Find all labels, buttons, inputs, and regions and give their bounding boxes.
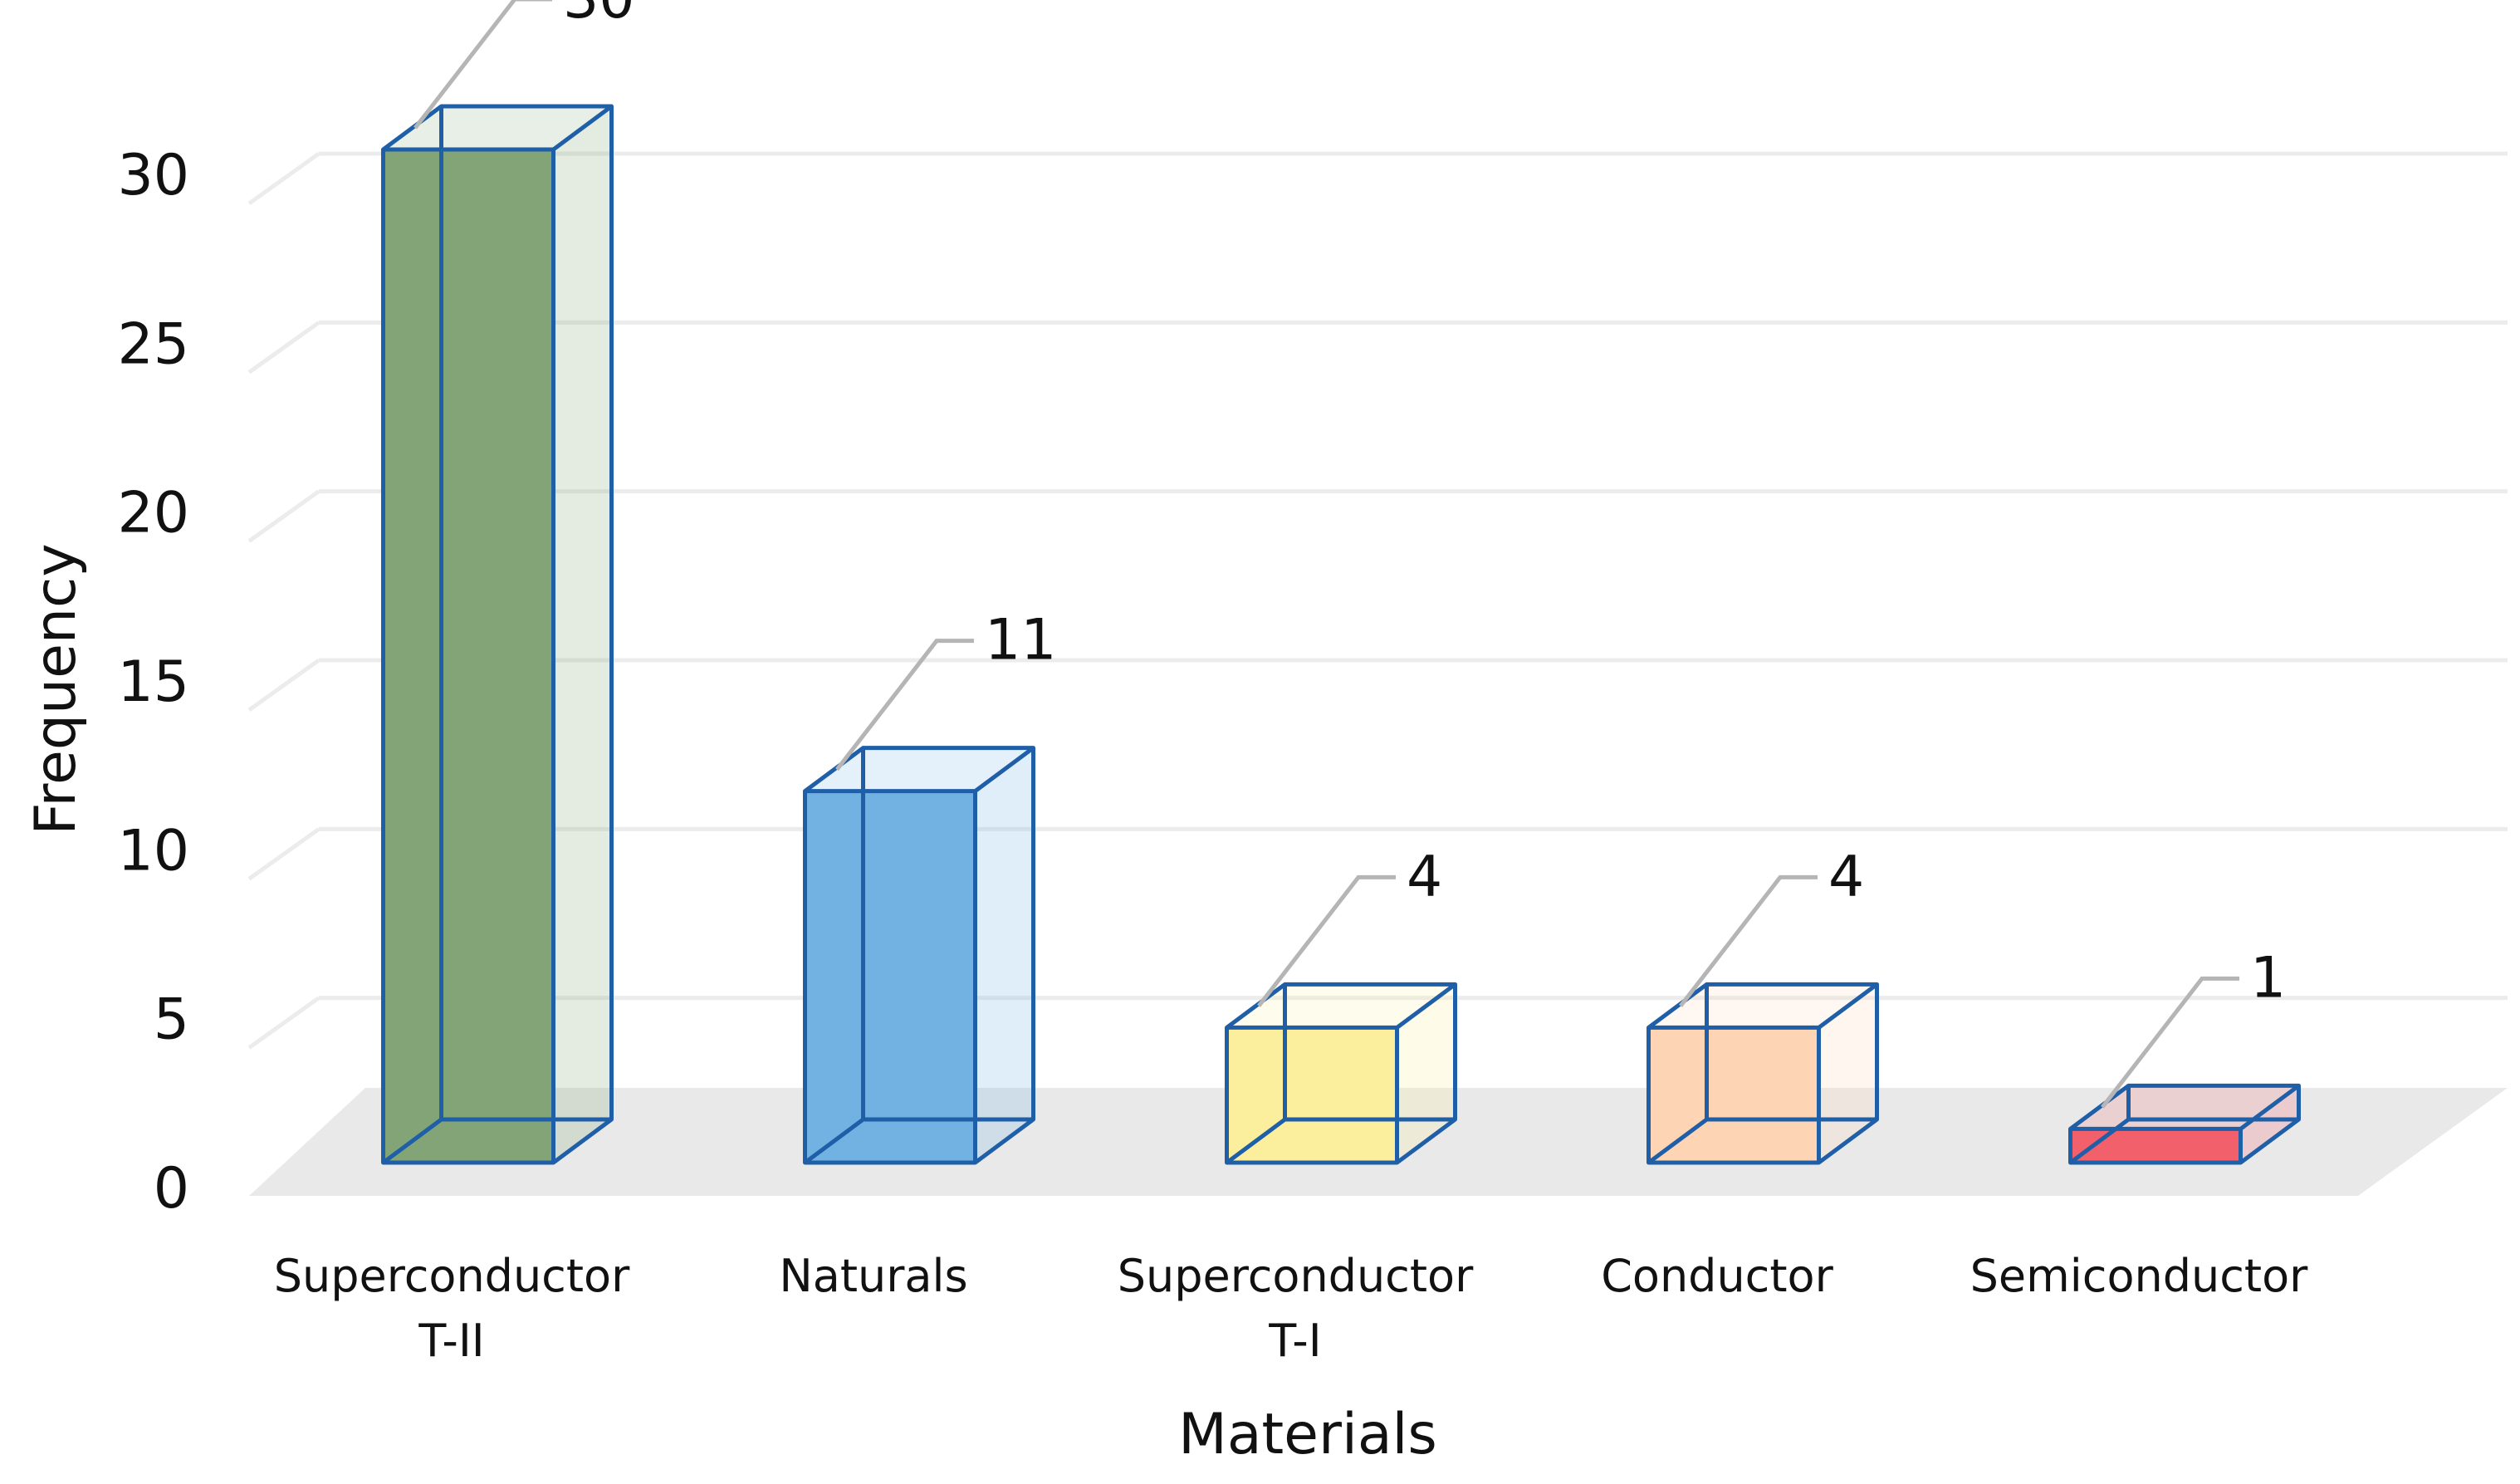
data-labels: 30 11 4 4 1 [413, 0, 2286, 1109]
y-tick-label: 10 [117, 818, 189, 884]
data-label-leader [1257, 874, 1396, 1007]
bar-side-face [975, 747, 1034, 1163]
y-axis-ticks: 0 5 10 15 20 25 30 [117, 143, 189, 1222]
x-tick-label: Naturals [779, 1250, 967, 1302]
x-tick-label-line: Naturals [779, 1250, 967, 1302]
data-label: 4 [1407, 844, 1442, 909]
bar [2068, 1083, 2301, 1165]
x-tick-label-line: Semiconductor [1970, 1250, 2308, 1302]
data-label-leader [1679, 874, 1818, 1007]
x-tick-label-line: T-II [418, 1315, 484, 1367]
bar-front-face [383, 149, 554, 1163]
bar [381, 104, 614, 1165]
y-tick-label: 15 [117, 649, 189, 715]
x-axis-ticks: Superconductor T-II Naturals Superconductor… [274, 1250, 2308, 1367]
bar-edges [1225, 982, 1457, 1165]
gridline-depth [247, 996, 321, 1050]
gridline-depth [247, 151, 321, 206]
data-label: 4 [1828, 844, 1864, 909]
x-tick-label: Superconductor T-I [1118, 1250, 1474, 1367]
data-label: 30 [563, 0, 635, 32]
data-label: 11 [985, 608, 1057, 673]
bars [381, 104, 2301, 1165]
bar-edges [381, 104, 614, 1165]
y-tick-label: 25 [117, 311, 189, 377]
bar-side-face [2240, 1085, 2299, 1163]
bar-front-face [2070, 1129, 2241, 1163]
bar [803, 746, 1035, 1165]
x-tick-label-line: Superconductor [1118, 1250, 1474, 1302]
y-tick-label: 0 [154, 1156, 189, 1222]
data-label-leader [413, 0, 552, 130]
gridline-depth [247, 489, 321, 543]
bar-side-face [553, 106, 612, 1163]
y-tick-label: 30 [117, 143, 189, 208]
y-axis-title: Frequency [23, 543, 89, 835]
data-label: 1 [2250, 945, 2286, 1011]
bar-edges [1647, 982, 1879, 1165]
bar-front-face [805, 791, 976, 1163]
bar [1225, 982, 1457, 1165]
x-axis-title: Materials [1178, 1402, 1437, 1467]
gridline-depth [247, 827, 321, 881]
x-tick-label: Conductor [1601, 1250, 1833, 1302]
gridline-depth [247, 658, 321, 713]
y-tick-label: 20 [117, 481, 189, 546]
bar-edges [2068, 1083, 2301, 1165]
bar [1647, 982, 1879, 1165]
data-label-leader [2101, 976, 2239, 1109]
gridlines [247, 151, 2508, 1050]
x-tick-label-line: T-I [1268, 1315, 1321, 1367]
y-tick-label: 5 [154, 987, 189, 1053]
x-tick-label-line: Superconductor [274, 1250, 630, 1302]
x-tick-label: Semiconductor [1970, 1250, 2308, 1302]
x-tick-label: Superconductor T-II [274, 1250, 630, 1367]
gridline-depth [247, 321, 321, 375]
data-label-leader [835, 639, 974, 771]
bar-edges [803, 746, 1035, 1165]
x-tick-label-line: Conductor [1601, 1250, 1833, 1302]
